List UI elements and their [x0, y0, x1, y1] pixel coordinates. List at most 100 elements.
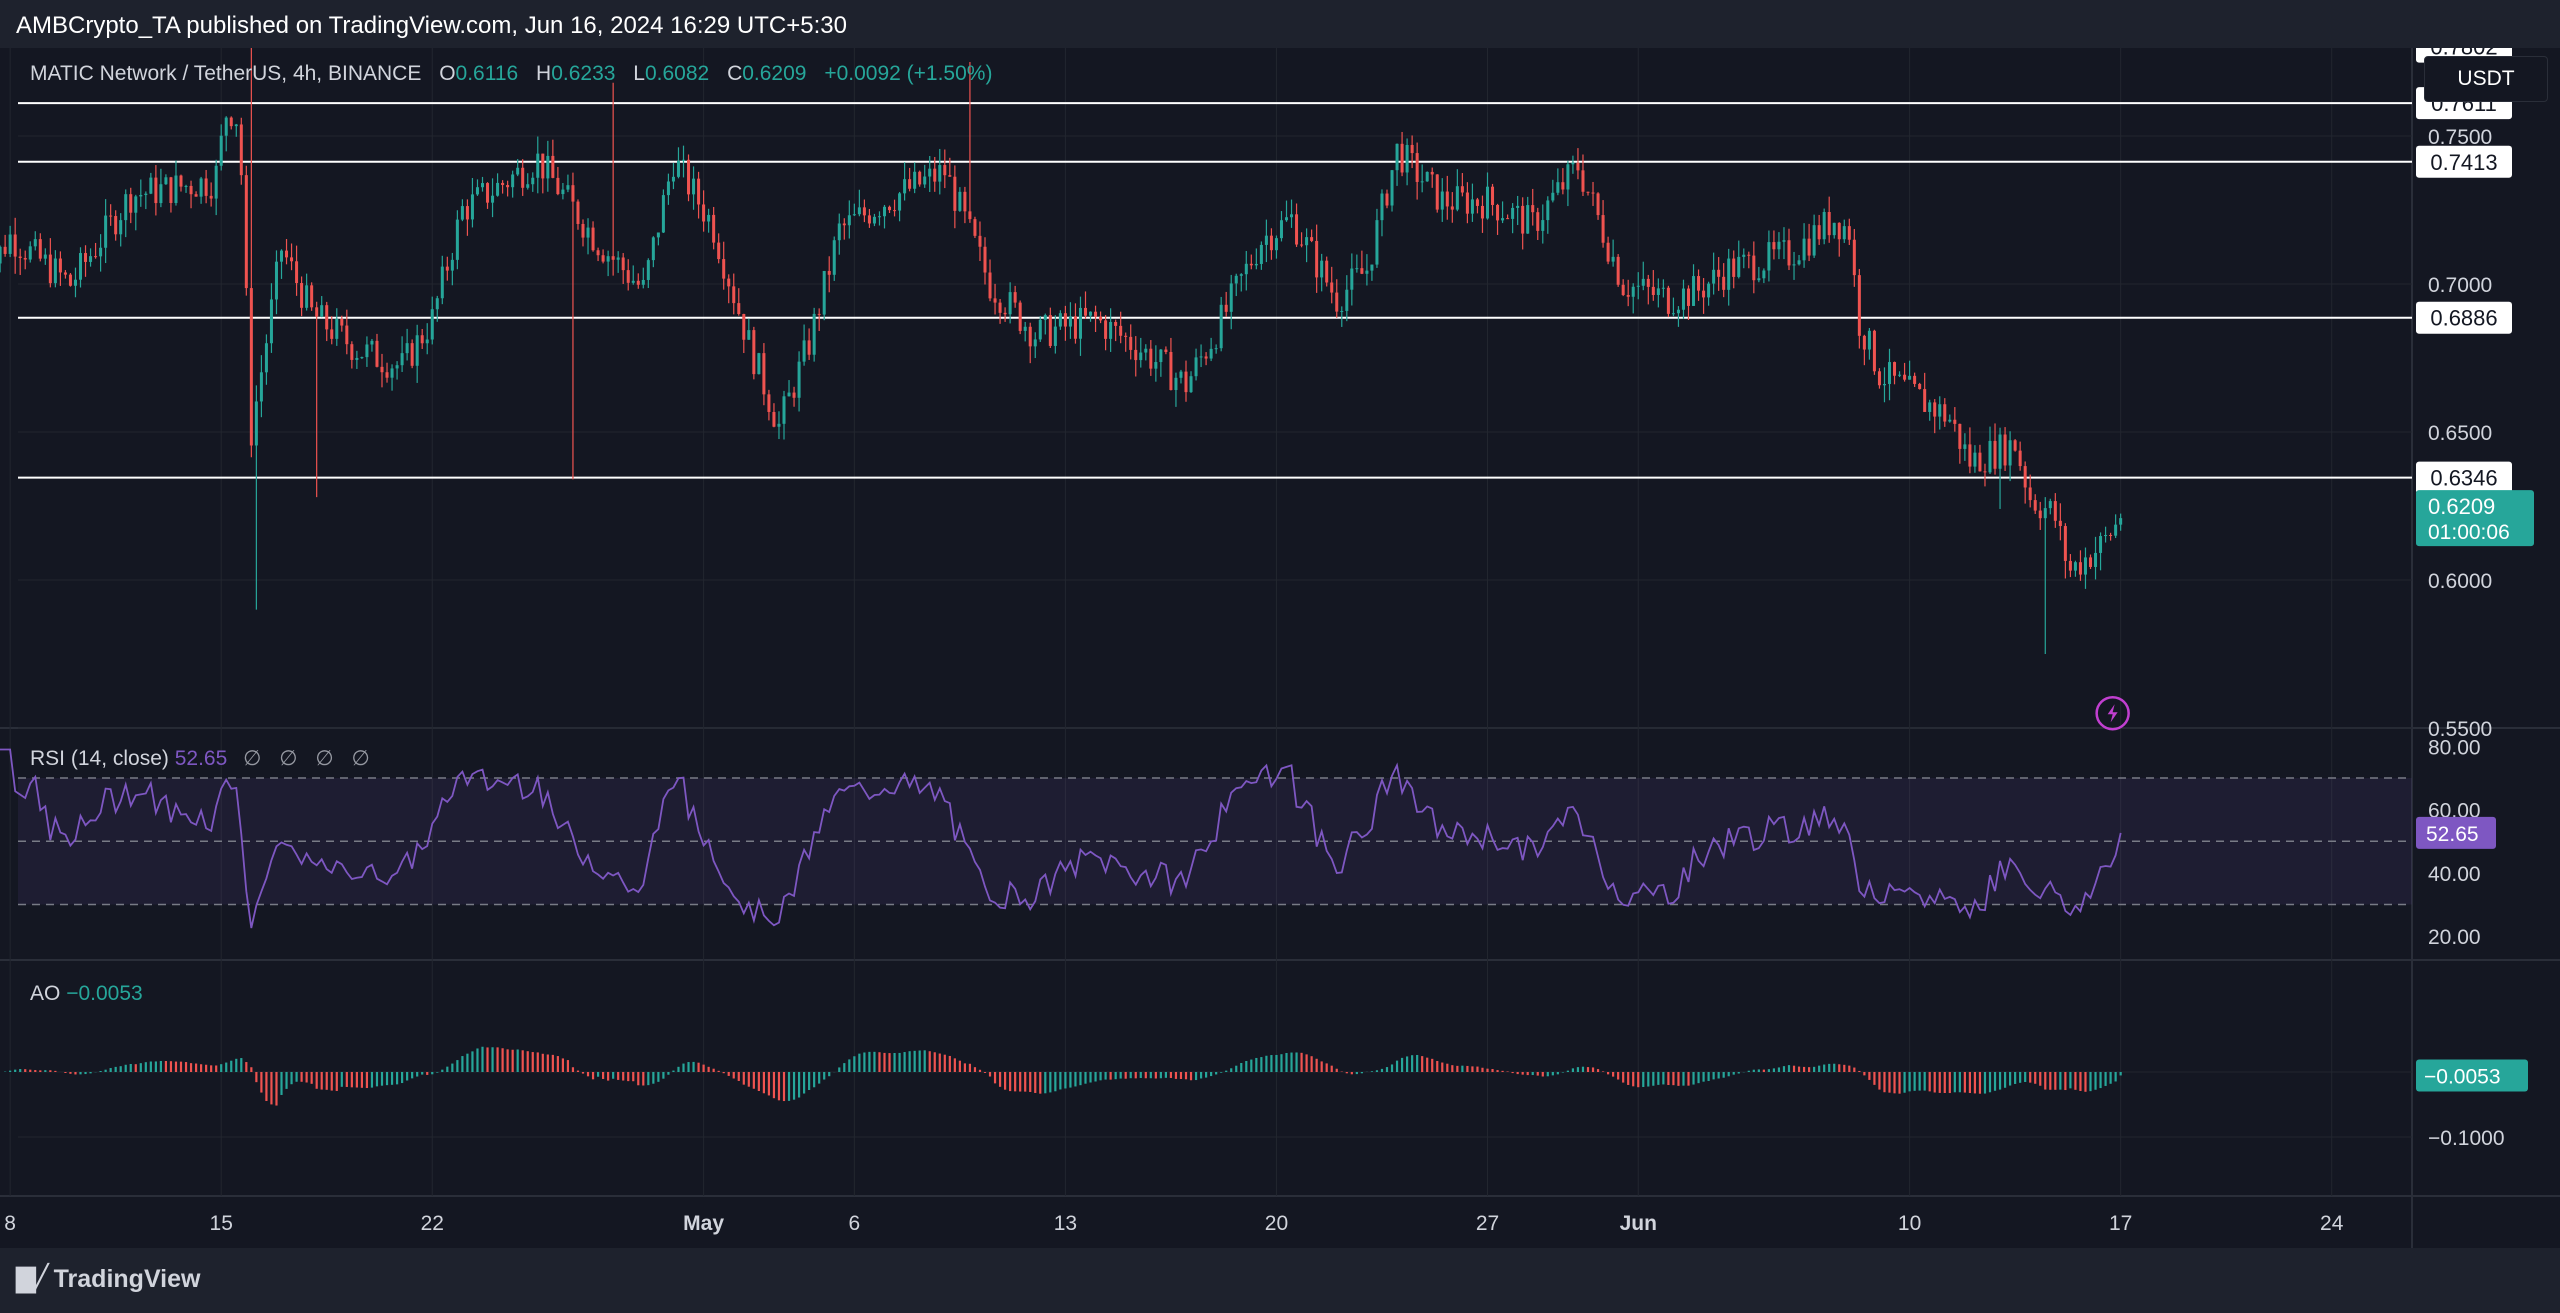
ao-axis-label: −0.1000	[2428, 1127, 2505, 1150]
candle-body	[475, 187, 479, 195]
candle-body	[747, 330, 751, 340]
candle-body	[506, 185, 510, 188]
candle-body	[1234, 275, 1238, 284]
candle-body	[651, 237, 655, 261]
candle-body	[928, 168, 932, 177]
candle-body	[1375, 220, 1379, 265]
candle-body	[1636, 285, 1640, 287]
candle-body	[988, 272, 992, 299]
candle-body	[325, 305, 329, 330]
candle-body	[1561, 182, 1565, 190]
ao-label[interactable]: AO	[30, 982, 61, 1005]
candle-body	[1008, 292, 1012, 315]
rsi-label[interactable]: RSI (14, close)	[30, 747, 169, 770]
tradingview-logo[interactable]: ▇╱ TradingView	[16, 1264, 200, 1294]
chart-svg[interactable]: 8 15 22 May 6 13 20 27 Jun 10 17 24 0.5500 0.6000 0.65…	[0, 48, 2560, 1248]
candle-body	[2109, 535, 2113, 537]
candle-body	[636, 280, 640, 285]
candle-body	[2088, 557, 2093, 567]
candle-body	[1747, 254, 1751, 256]
candle-body	[787, 392, 791, 397]
candle-body	[1812, 225, 1816, 256]
candle-body	[1485, 186, 1490, 219]
candle-body	[1536, 212, 1540, 231]
candle-body	[1817, 225, 1821, 240]
candle-body	[305, 285, 309, 308]
candle-body	[1003, 312, 1007, 315]
candle-body	[1279, 220, 1283, 239]
candle-body	[938, 165, 942, 182]
candle-body	[1194, 357, 1198, 377]
candle-body	[1058, 313, 1062, 327]
candle-body	[1274, 238, 1278, 251]
candle-body	[184, 185, 188, 187]
candle-body	[862, 207, 866, 216]
candle-body	[737, 303, 741, 314]
candle-body	[641, 279, 645, 285]
candle-body	[124, 194, 128, 221]
candle-body	[792, 392, 796, 398]
candle-body	[1501, 218, 1505, 221]
candle-body	[893, 210, 897, 212]
candle-body	[1038, 319, 1042, 340]
candle-body	[812, 313, 816, 355]
time-axis-label: 24	[2320, 1212, 2344, 1235]
candle-body	[827, 270, 831, 275]
candle-body	[541, 153, 545, 179]
candle-body	[1475, 199, 1479, 206]
candle-body	[1169, 351, 1173, 391]
currency-button[interactable]: USDT	[2424, 56, 2548, 102]
candle-body	[591, 227, 595, 251]
low-label: L	[633, 62, 645, 85]
candle-body	[1048, 315, 1052, 346]
candle-body	[983, 246, 987, 273]
candle-body	[1179, 371, 1183, 378]
candle-body	[159, 184, 163, 204]
candle-body	[1737, 256, 1741, 277]
candle-body	[1656, 288, 1660, 295]
key-level-value: 0.7802	[2430, 48, 2497, 60]
publish-info: AMBCrypto_TA published on TradingView.co…	[16, 12, 847, 39]
price-legend: MATIC Network / TetherUS, 4h, BINANCE O0…	[30, 62, 1004, 86]
candle-body	[963, 191, 967, 212]
candle-body	[1943, 404, 1947, 422]
candle-body	[857, 207, 861, 215]
candle-body	[1686, 288, 1691, 306]
candle-body	[501, 182, 505, 186]
candle-body	[1742, 254, 1746, 257]
candle-body	[1506, 218, 1510, 220]
lightning-bolt	[2107, 704, 2118, 723]
candle-body	[1465, 192, 1469, 214]
candle-body	[581, 223, 585, 238]
time-axis-label: 10	[1898, 1212, 1921, 1235]
candle-body	[58, 258, 62, 273]
candle-body	[1410, 144, 1414, 154]
symbol-label[interactable]: MATIC Network / TetherUS, 4h, BINANCE	[30, 62, 422, 85]
candle-body	[1893, 362, 1897, 376]
candle-body	[1139, 352, 1143, 361]
candle-body	[1370, 264, 1374, 271]
candle-body	[722, 259, 726, 279]
candle-body	[1551, 192, 1555, 201]
candle-body	[1099, 316, 1103, 321]
candle-body	[1295, 214, 1299, 245]
candle-body	[1772, 242, 1776, 250]
candle-body	[1621, 284, 1625, 296]
candle-body	[1877, 371, 1881, 386]
candle-body	[1792, 264, 1796, 266]
chart-area[interactable]: 8 15 22 May 6 13 20 27 Jun 10 17 24 0.5500 0.6000 0.65…	[0, 48, 2560, 1248]
candle-body	[1732, 258, 1736, 277]
candle-body	[1269, 235, 1273, 251]
time-axis-label: May	[683, 1212, 724, 1235]
candle-body	[1631, 286, 1635, 297]
candle-body	[1676, 309, 1680, 314]
candle-body	[104, 215, 108, 248]
candle-body	[601, 255, 605, 262]
candle-body	[1581, 170, 1585, 192]
candle-body	[2078, 562, 2082, 575]
candle-body	[1284, 217, 1289, 221]
candle-body	[385, 372, 389, 378]
candle-body	[1104, 320, 1108, 339]
candle-body	[179, 175, 183, 187]
ao-value-tag-text: −0.0053	[2424, 1065, 2501, 1088]
